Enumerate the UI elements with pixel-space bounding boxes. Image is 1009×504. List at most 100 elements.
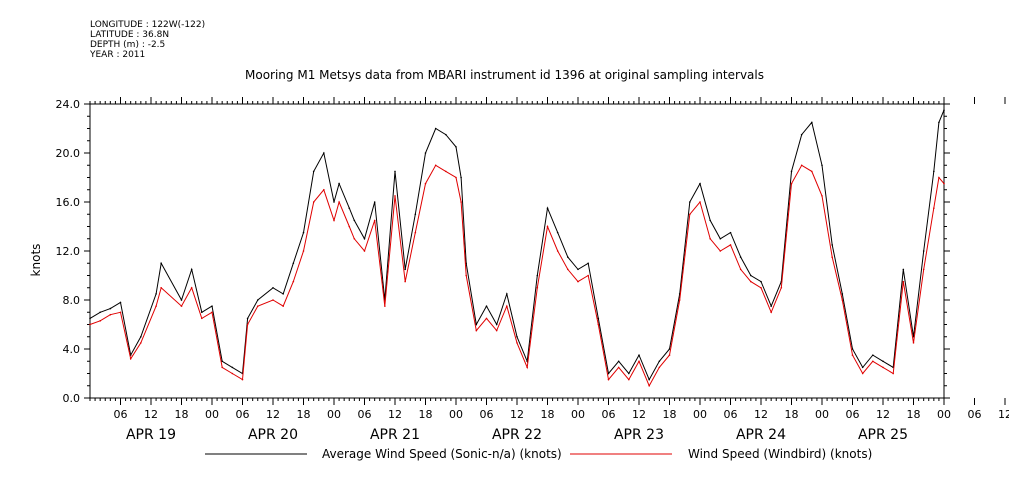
- x-tick-label: 18: [419, 408, 433, 421]
- data-point: [699, 201, 701, 203]
- x-tick-label: 12: [754, 408, 768, 421]
- data-point: [851, 348, 854, 350]
- data-point: [99, 320, 101, 322]
- data-point: [658, 360, 661, 363]
- data-point: [902, 268, 905, 271]
- x-tick-label: 12: [266, 408, 280, 421]
- data-point: [648, 384, 650, 387]
- x-tick-label: 12: [632, 408, 646, 421]
- data-point: [246, 317, 249, 320]
- y-tick-label: 12.0: [56, 245, 81, 258]
- legend-label-sonic: Average Wind Speed (Sonic-n/a) (knots): [322, 447, 562, 461]
- data-point: [414, 213, 417, 216]
- data-point: [709, 237, 711, 240]
- data-point: [922, 250, 925, 252]
- data-point: [160, 262, 162, 265]
- data-point: [800, 133, 803, 136]
- x-tick-label: 06: [846, 408, 860, 421]
- data-point: [475, 323, 478, 326]
- depth-label: DEPTH (m) : -2.5: [90, 40, 166, 50]
- data-point: [323, 152, 325, 154]
- data-point: [373, 201, 376, 203]
- data-point: [246, 323, 249, 326]
- data-point: [831, 256, 833, 258]
- data-point: [780, 286, 783, 289]
- data-point: [221, 360, 223, 363]
- data-point: [180, 305, 183, 307]
- x-tick-label: 00: [693, 408, 707, 421]
- y-tick-label: 20.0: [56, 147, 81, 160]
- data-point: [577, 280, 579, 283]
- data-point: [546, 225, 549, 228]
- data-point: [943, 182, 945, 185]
- day-label: APR 20: [248, 427, 298, 443]
- x-tick-label: 12: [510, 408, 524, 421]
- data-point: [841, 293, 844, 295]
- data-point: [729, 231, 732, 234]
- data-point: [536, 274, 539, 277]
- data-point: [460, 201, 462, 203]
- chart-title: Mooring M1 Metsys data from MBARI instru…: [245, 68, 764, 82]
- series-lines: [89, 109, 945, 387]
- plot-frame: [89, 103, 945, 399]
- data-point: [628, 372, 630, 375]
- day-label: APR 25: [858, 427, 908, 443]
- data-point: [475, 329, 478, 332]
- data-point: [455, 176, 457, 179]
- data-point: [201, 317, 203, 320]
- data-point: [373, 219, 376, 222]
- data-point: [938, 176, 940, 179]
- day-label: APR 23: [614, 427, 664, 443]
- data-point: [140, 342, 142, 344]
- data-point: [495, 323, 498, 326]
- data-point: [338, 201, 340, 203]
- data-point: [638, 360, 640, 363]
- data-point: [648, 378, 650, 381]
- data-point: [353, 237, 356, 240]
- data-point: [424, 182, 427, 185]
- data-point: [190, 286, 193, 289]
- data-point: [424, 152, 427, 154]
- data-point: [292, 262, 295, 265]
- data-point: [256, 305, 259, 307]
- x-tick-label: 12: [876, 408, 890, 421]
- data-point: [861, 366, 864, 369]
- data-point: [272, 299, 274, 301]
- data-point: [109, 313, 112, 316]
- data-point: [729, 244, 732, 246]
- x-tick-label: 06: [602, 408, 616, 421]
- data-point: [455, 146, 457, 148]
- x-tick-label: 18: [663, 408, 677, 421]
- y-tick-label: 24.0: [56, 98, 81, 111]
- data-point: [821, 164, 823, 167]
- data-point: [719, 237, 722, 240]
- data-point: [348, 207, 351, 209]
- data-point: [231, 366, 234, 369]
- y-tick-label: 0.0: [63, 392, 81, 405]
- data-point: [739, 256, 742, 258]
- data-point: [180, 299, 183, 301]
- data-point: [460, 176, 462, 179]
- data-point: [790, 182, 793, 185]
- data-point: [312, 170, 315, 173]
- data-point: [719, 250, 722, 252]
- data-point: [302, 250, 305, 252]
- x-tick-label: 18: [907, 408, 921, 421]
- data-point: [404, 280, 406, 283]
- data-point: [282, 305, 284, 307]
- data-point: [526, 366, 528, 369]
- data-point: [119, 301, 122, 304]
- data-point: [607, 372, 610, 375]
- day-label: APR 22: [492, 427, 542, 443]
- data-point: [363, 237, 366, 240]
- data-point: [394, 195, 396, 197]
- data-point: [628, 378, 630, 381]
- legend-label-windbird: Wind Speed (Windbird) (knots): [688, 447, 872, 461]
- y-axis-label: knots: [29, 244, 43, 277]
- data-point: [638, 354, 640, 356]
- series-line-sonic: [89, 109, 945, 381]
- x-tick-label: 18: [175, 408, 189, 421]
- data-point: [363, 250, 366, 252]
- data-point: [933, 170, 935, 173]
- x-tick-label: 06: [358, 408, 372, 421]
